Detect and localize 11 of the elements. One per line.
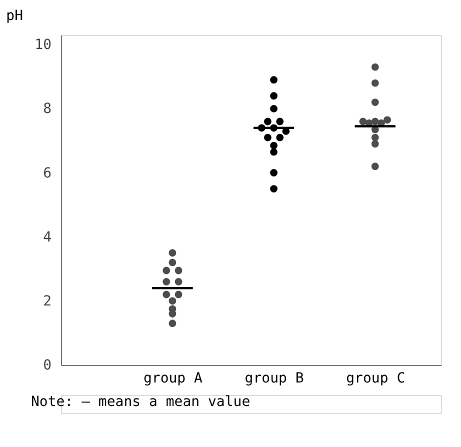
x-tick-label: group A [143,370,204,386]
y-tick-label: 8 [43,101,52,118]
text: Note: — means a mean value [31,394,250,410]
y-tick-label: 4 [43,229,52,246]
x-tick-label: group B [244,370,304,386]
y-tick-label: 6 [43,165,52,182]
y-tick-label: 2 [43,293,52,310]
y-tick-label: 10 [34,37,52,54]
x-tick-label: group C [346,370,406,386]
y-tick-label: 0 [43,358,52,374]
y-axis-title: pH [6,8,23,24]
